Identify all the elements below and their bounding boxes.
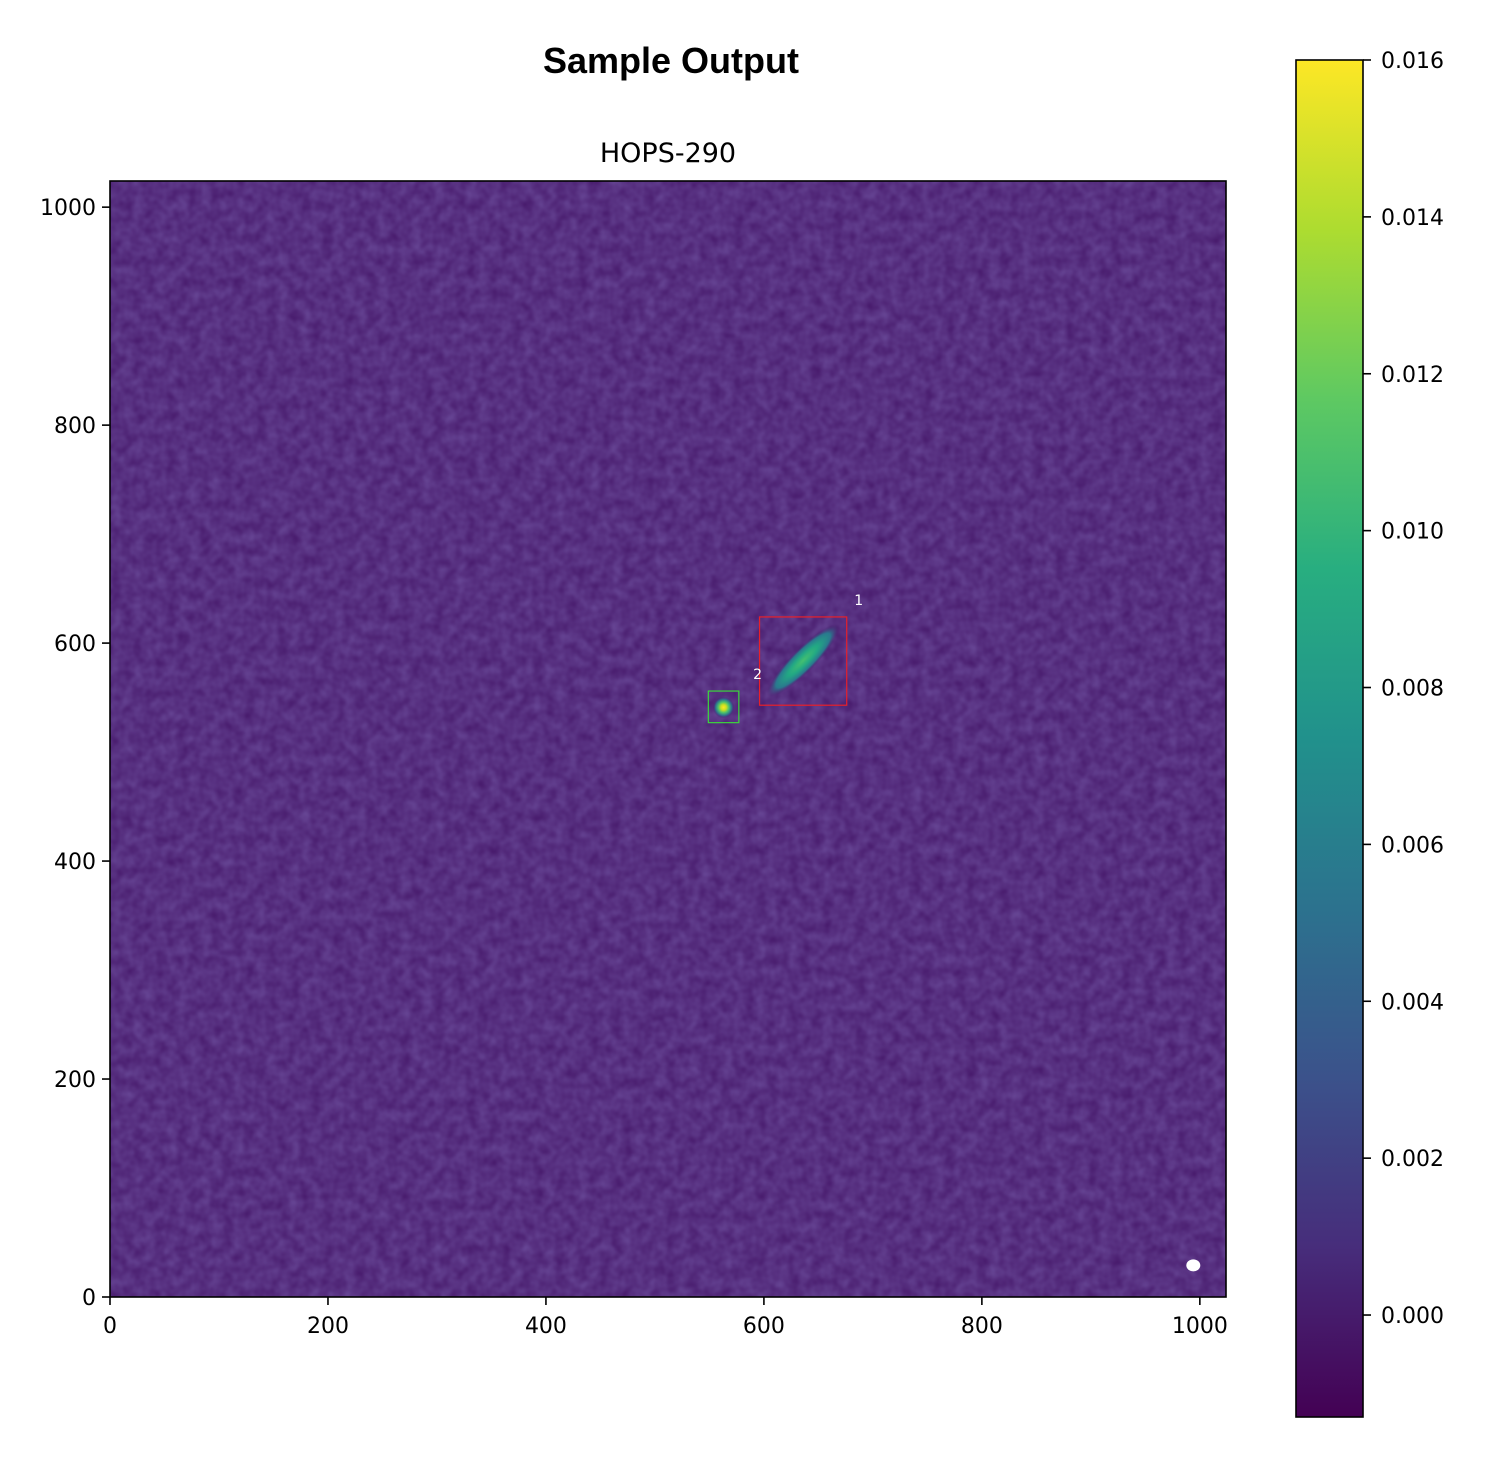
y-tick-label-0: 0 <box>82 1286 96 1311</box>
y-tick-label-1000: 1000 <box>40 196 96 221</box>
x-tick-label-200: 200 <box>307 1314 349 1339</box>
colorbar-tick-label-2: 0.004 <box>1381 990 1444 1015</box>
detection-label-1: 1 <box>854 593 863 609</box>
y-tick-label-800: 800 <box>54 414 96 439</box>
x-tick-label-0: 0 <box>103 1314 117 1339</box>
beam-ellipse <box>1186 1259 1201 1272</box>
x-tick-label-600: 600 <box>743 1314 785 1339</box>
colorbar-tick-label-1: 0.002 <box>1381 1147 1444 1172</box>
image-noise <box>110 181 1226 1297</box>
y-tick-label-600: 600 <box>54 632 96 657</box>
colorbar-tick-label-4: 0.008 <box>1381 677 1444 702</box>
colorbar-tick-label-5: 0.010 <box>1381 520 1444 545</box>
x-tick-label-1000: 1000 <box>1172 1314 1228 1339</box>
axes-title: HOPS-290 <box>599 138 737 169</box>
colorbar-tick-label-0: 0.000 <box>1381 1304 1444 1329</box>
source-point-1 <box>712 696 735 719</box>
x-tick-label-400: 400 <box>525 1314 567 1339</box>
y-tick-label-200: 200 <box>54 1068 96 1093</box>
x-tick-label-800: 800 <box>961 1314 1003 1339</box>
figure-title: Sample Output <box>542 40 799 81</box>
colorbar-tick-label-8: 0.016 <box>1381 49 1444 74</box>
colorbar-tick-label-7: 0.014 <box>1381 206 1444 231</box>
colorbar-tick-label-3: 0.006 <box>1381 833 1444 858</box>
axes-frame <box>109 180 1227 1298</box>
colorbar-tick-label-6: 0.012 <box>1381 363 1444 388</box>
y-tick-label-400: 400 <box>54 850 96 875</box>
source-elongated-2 <box>766 624 840 697</box>
detection-box-2 <box>707 690 740 724</box>
colorbar <box>1295 59 1364 1418</box>
detection-box-1 <box>758 616 848 706</box>
detection-label-2: 2 <box>753 667 762 683</box>
